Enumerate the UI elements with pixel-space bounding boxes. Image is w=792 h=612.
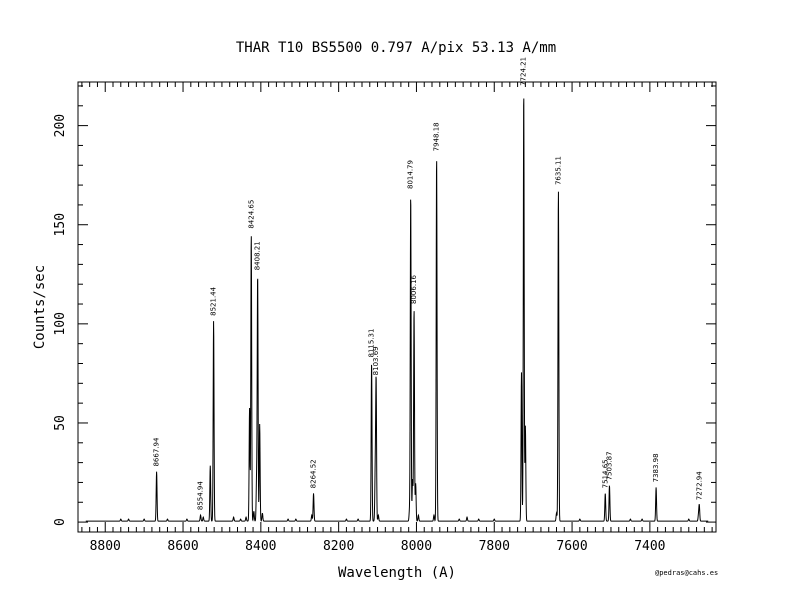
peak-label: 7383.98 [652,453,660,482]
y-tick-label: 0 [53,518,68,526]
peak-label: 8521.44 [210,286,218,315]
peak-label: 8424.65 [247,200,255,229]
peak-label: 7724.21 [520,57,528,86]
peak-label: 7272.94 [695,471,703,500]
x-axis-label: Wavelength (A) [338,565,456,581]
peak-label: 8554.94 [197,481,205,510]
x-tick-label: 8600 [167,539,198,554]
peak-label: 7948.18 [433,122,441,151]
x-tick-label: 7600 [556,539,587,554]
chart-title: THAR T10 BS5500 0.797 A/pix 53.13 A/mm [235,40,557,56]
y-axis-label: Counts/sec [32,265,48,349]
peak-label: 8006.16 [410,274,418,303]
y-tick-label: 150 [53,213,68,236]
peak-label: 8014.79 [407,160,415,189]
x-tick-label: 8000 [401,539,432,554]
x-tick-label: 8400 [245,539,276,554]
x-tick-label: 7400 [634,539,665,554]
y-tick-label: 200 [53,114,68,137]
peak-label: 7514.65 [601,459,609,488]
peak-label: 8667.94 [153,437,161,466]
y-tick-label: 100 [53,312,68,335]
x-tick-label: 8200 [323,539,354,554]
peak-label: 8264.52 [310,459,318,488]
peak-label: 8115.31 [368,329,376,358]
peak-label: 7635.11 [554,156,562,185]
peak-label: 7503.87 [605,451,613,480]
spectrum-line [85,98,709,522]
peak-label: 8103.69 [372,346,380,375]
y-tick-label: 50 [53,415,68,431]
credit-label: @pedras@cahs.es [655,569,719,577]
plot-frame [77,81,717,533]
x-tick-label: 8800 [90,539,121,554]
peak-label: 8408.21 [254,241,262,270]
x-tick-label: 7800 [479,539,510,554]
